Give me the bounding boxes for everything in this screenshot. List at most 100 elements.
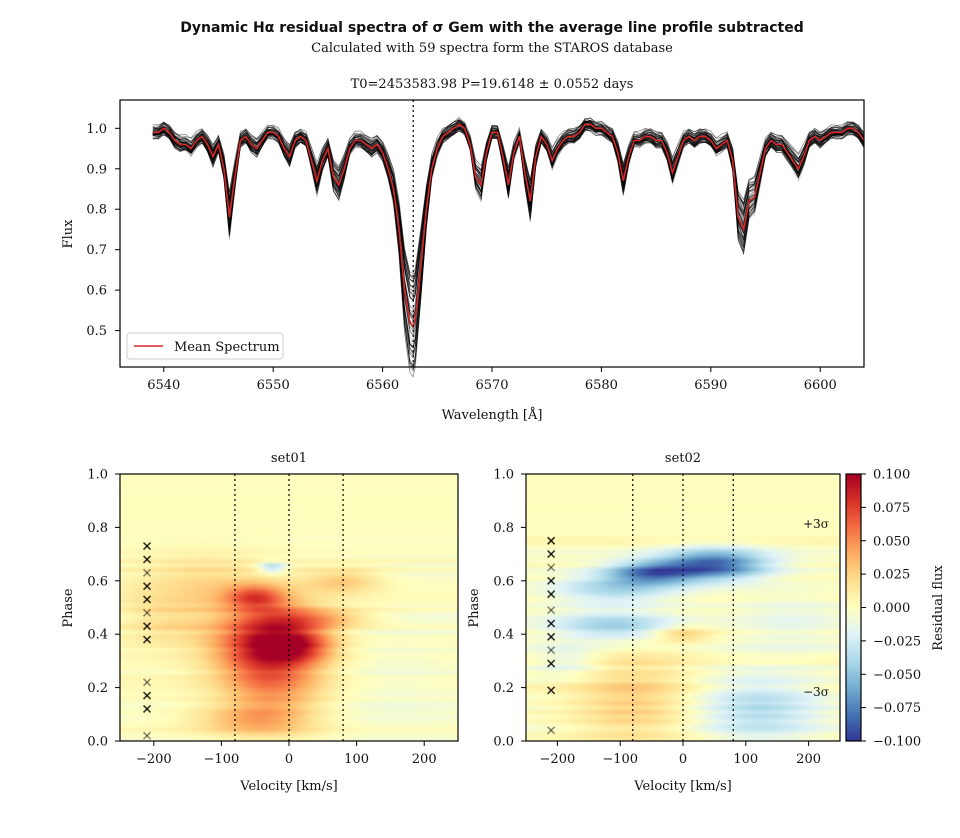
phase-marker (547, 606, 556, 615)
phase-marker (547, 576, 556, 585)
spectrum-x-tick-label: 6570 (475, 378, 508, 393)
heatmap-x-tick-label: 0 (285, 752, 293, 767)
spectrum-frame (119, 99, 865, 368)
individual-spectrum-line (152, 122, 865, 325)
individual-spectrum-line (152, 119, 865, 349)
set01-phase-markers (142, 542, 152, 740)
individual-spectrum-line (152, 117, 865, 360)
heatmap-y-tick-label: 0.0 (87, 735, 108, 750)
mean-spectrum-line (152, 123, 865, 329)
individual-spectrum-line (152, 127, 865, 297)
spectrum-xlabel: Wavelength [Å] (442, 407, 543, 423)
phase-marker (142, 704, 152, 714)
spectrum-x-tick-label: 6580 (585, 378, 618, 393)
individual-spectrum-line (152, 123, 865, 321)
individual-spectrum-line (152, 121, 865, 336)
spectrum-y-tick-label: 0.6 (86, 284, 107, 299)
phase-marker (142, 542, 152, 551)
individual-spectrum-line (152, 127, 865, 311)
individual-spectrum-line (152, 124, 865, 348)
phase-marker (547, 686, 556, 695)
spectrum-x-ticks: 6540 6550 6560 6570 6580 6590 6600 (147, 367, 837, 393)
phase-marker (142, 568, 152, 577)
phase-marker (547, 632, 556, 641)
heatmap-y-tick-label: 0.6 (87, 574, 108, 589)
heatmap-y-tick-label: 0.4 (87, 628, 108, 643)
heatmap-x-tick-label: 100 (344, 752, 369, 767)
spectrum-y-tick-label: 0.7 (86, 243, 107, 258)
set01-x-ticks: −200 −100 0 100 200 (136, 741, 437, 767)
set02-y-ticks: 0.0 0.2 0.4 0.6 0.8 1.0 (493, 468, 526, 750)
colorbar-tick-label: 0.100 (873, 468, 910, 483)
spectrum-ylabel: Flux (61, 219, 76, 249)
sigma-label: −3σ (803, 685, 829, 699)
individual-spectrum-line (152, 123, 865, 318)
heatmap-y-tick-label: 0.2 (87, 681, 108, 696)
phase-marker (547, 590, 556, 599)
phase-marker (547, 726, 556, 735)
phase-marker (142, 622, 152, 631)
heatmap-x-tick-label: 200 (796, 752, 821, 767)
individual-spectrum-line (152, 123, 865, 349)
heatmap-y-tick-label: 0.4 (493, 628, 514, 643)
individual-spectrum-line (152, 126, 865, 329)
phase-marker (142, 595, 152, 604)
colorbar-tick-label: 0.025 (873, 568, 910, 583)
individual-spectrum-line (152, 125, 865, 366)
spectrum-y-tick-label: 0.8 (86, 203, 107, 218)
spectrum-x-tick-label: 6550 (257, 378, 290, 393)
set01-residual-image (120, 474, 458, 741)
spectrum-x-tick-label: 6600 (804, 378, 837, 393)
phase-marker (547, 619, 556, 628)
individual-spectrum-line (152, 127, 865, 328)
spectrum-panel: T0=2453583.98 P=19.6148 ± 0.0552 days 65… (61, 77, 865, 423)
set02-residual-image (526, 474, 840, 741)
individual-spectrum-line (152, 123, 865, 336)
heatmap-x-tick-label: −100 (602, 752, 638, 767)
set02-x-ticks: −200 −100 0 100 200 (540, 741, 821, 767)
phase-marker (547, 563, 556, 572)
colorbar-gradient (846, 474, 861, 741)
figure-subtitle: Calculated with 59 spectra form the STAR… (311, 41, 673, 56)
heatmap-y-tick-label: 0.8 (493, 521, 514, 536)
phase-marker (142, 555, 152, 564)
heatmap-x-tick-label: −100 (204, 752, 240, 767)
phase-marker (142, 608, 152, 617)
set01-ylabel: Phase (61, 588, 76, 628)
colorbar-label: Residual flux (931, 565, 946, 651)
individual-spectrum-line (152, 128, 865, 328)
colorbar-tick-label: 0.000 (873, 601, 910, 616)
spectrum-x-tick-label: 6540 (147, 378, 180, 393)
phase-marker (547, 659, 556, 668)
set02-phase-markers (547, 536, 556, 735)
colorbar-tick-label: −0.100 (873, 735, 921, 750)
phase-marker (142, 582, 152, 591)
set01-xlabel: Velocity [km/s] (239, 779, 337, 794)
phase-marker (547, 646, 556, 655)
individual-spectrum-line (152, 125, 865, 355)
individual-spectrum-line (152, 125, 865, 331)
spectrum-x-tick-label: 6560 (366, 378, 399, 393)
heatmap-x-tick-label: 100 (733, 752, 758, 767)
sigma-labels: +3σ −3σ (803, 517, 829, 699)
heatmap-y-tick-label: 0.8 (87, 521, 108, 536)
set01-title: set01 (271, 451, 307, 466)
phase-marker (142, 678, 152, 687)
individual-spectrum-line (152, 125, 865, 355)
figure-title: Dynamic Hα residual spectra of σ Gem wit… (180, 20, 803, 36)
colorbar-ticks: 0.100 0.075 0.050 0.025 0.000 −0.025 −0.050 −0.… (861, 468, 921, 750)
individual-spectrum-line (152, 119, 865, 284)
phase-marker (142, 691, 152, 700)
set01-y-ticks: 0.0 0.2 0.4 0.6 0.8 1.0 (87, 468, 120, 750)
set02-title: set02 (665, 451, 701, 466)
phase-marker (547, 536, 556, 545)
spectrum-y-tick-label: 0.9 (86, 162, 107, 177)
spectrum-y-ticks: 0.5 0.6 0.7 0.8 0.9 1.0 (86, 122, 120, 339)
heatmap-x-tick-label: −200 (136, 752, 172, 767)
individual-spectrum-line (152, 120, 865, 370)
individual-spectrum-line (152, 125, 865, 343)
individual-spectrum-line (152, 126, 865, 333)
phase-marker (547, 550, 556, 559)
